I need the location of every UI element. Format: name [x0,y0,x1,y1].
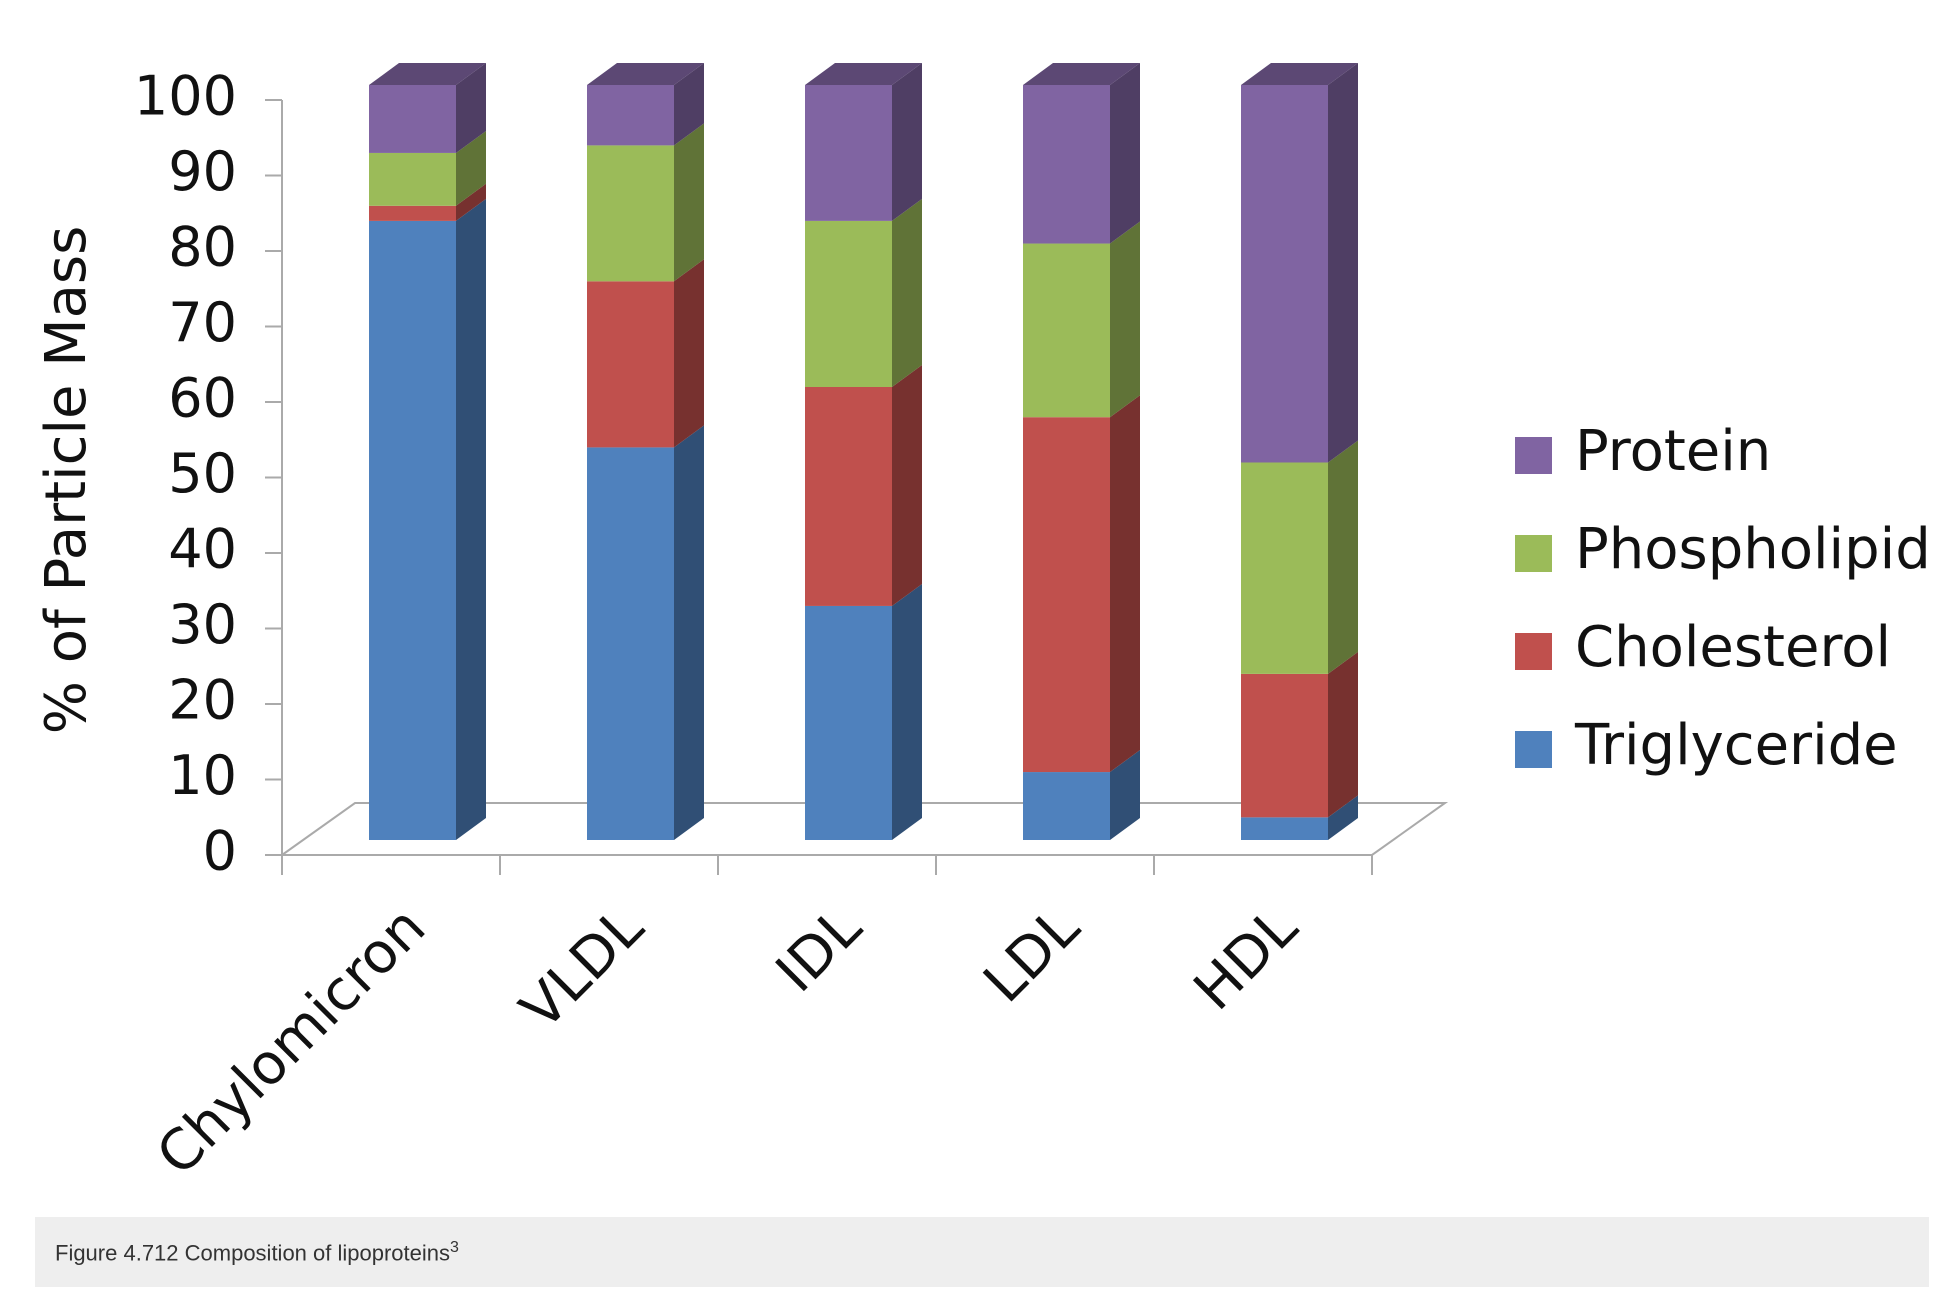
bar [1023,772,1110,840]
bar [1241,85,1328,463]
bar [587,145,674,282]
bar-side [456,130,486,206]
bar-side [1110,221,1140,418]
bar-side [892,365,922,606]
y-tick-label: 20 [168,669,237,732]
x-tick-label: HDL [1182,895,1310,1023]
bar-side [1110,63,1140,244]
bar-top [587,63,704,85]
bar-side [456,63,486,153]
caption-box: Figure 4.712 Composition of lipoproteins… [35,1217,1929,1287]
x-tick-label: LDL [972,895,1093,1016]
bar-top [1241,63,1358,85]
bar [369,205,456,221]
bar-side [456,183,486,221]
y-axis-title: % of Particle Mass [34,226,99,734]
legend-label: Protein [1575,419,1771,484]
caption-superscript: 3 [450,1239,459,1256]
bar-side [456,198,486,840]
legend-label: Phospholipid [1575,517,1931,582]
y-tick-label: 70 [168,291,237,354]
bar [369,85,456,153]
bar-side [892,583,922,840]
bar [1023,243,1110,418]
bar-side [892,198,922,387]
bar [1023,417,1110,773]
caption: Figure 4.712 Composition of lipoproteins… [55,1239,459,1266]
bar-side [674,63,704,146]
y-tick-label: 50 [168,442,237,505]
legend-swatch [1515,731,1552,768]
bar-top [805,63,922,85]
bar [1241,817,1328,840]
bar-side [1328,63,1358,463]
bar-side [674,259,704,448]
bar-side [674,425,704,840]
bar [587,85,674,146]
bar-side [674,123,704,282]
y-tick-label: 0 [203,820,237,883]
bar-side [1328,651,1358,818]
legend-label: Cholesterol [1575,615,1891,680]
x-tick-label: Chylomicron [145,895,438,1188]
caption-text: Figure 4.712 Composition of lipoproteins [55,1240,451,1266]
bar [1023,85,1110,244]
legend-swatch [1515,633,1552,670]
bar [1241,462,1328,674]
bar [369,220,456,840]
bar-top [369,63,486,85]
bar-top [1023,63,1140,85]
bar [805,605,892,840]
y-tick-label: 100 [134,65,237,128]
bar [1241,673,1328,818]
legend-swatch [1515,437,1552,474]
chart: % of Particle Mass 0 10 20 30 40 50 60 70 80 90 10… [34,63,1931,1188]
y-tick-label: 60 [168,367,237,430]
bar-side [1328,440,1358,674]
x-tick-label: IDL [764,895,874,1005]
bar [587,281,674,448]
bar-side [1110,750,1140,840]
bar-side [1110,395,1140,773]
x-tick-label: VLDL [508,895,656,1043]
y-tick-label: 90 [168,140,237,203]
bar-side [892,63,922,221]
bar [805,220,892,387]
bar [805,85,892,221]
bar [805,387,892,606]
y-tick-label: 10 [168,744,237,807]
bar [369,152,456,206]
legend-swatch [1515,535,1552,572]
bar-side [1328,795,1358,840]
y-tick-label: 80 [168,216,237,279]
y-tick-label: 40 [168,518,237,581]
y-tick-label: 30 [168,593,237,656]
legend-label: Triglyceride [1574,713,1898,778]
floor [281,802,1449,856]
bar [587,447,674,840]
